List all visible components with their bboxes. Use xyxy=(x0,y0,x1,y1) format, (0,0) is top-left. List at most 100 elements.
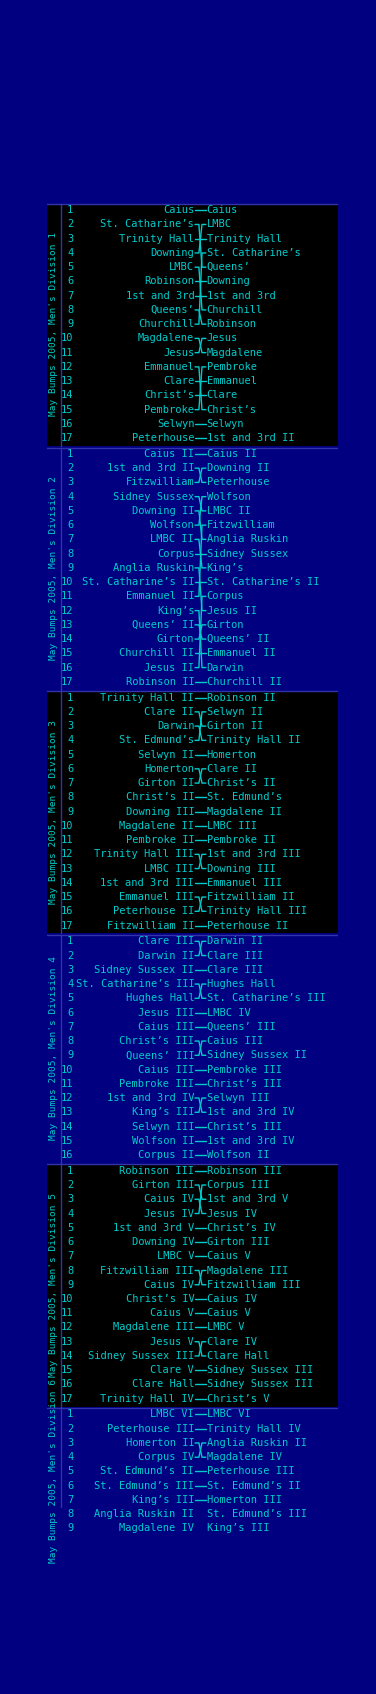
Text: 15: 15 xyxy=(61,1135,73,1145)
Text: Trinity Hall: Trinity Hall xyxy=(207,234,282,244)
Text: Caius IV: Caius IV xyxy=(144,1279,194,1289)
Text: Pembroke: Pembroke xyxy=(207,363,257,373)
Text: 13: 13 xyxy=(61,1108,73,1118)
Text: Sidney Sussex III: Sidney Sussex III xyxy=(88,1352,194,1360)
Text: St. Catharine’s II: St. Catharine’s II xyxy=(82,578,194,588)
Text: Sidney Sussex III: Sidney Sussex III xyxy=(207,1365,313,1376)
Text: LMBC: LMBC xyxy=(207,220,232,229)
Text: 3: 3 xyxy=(67,722,73,732)
Text: Robinson: Robinson xyxy=(144,276,194,286)
Text: King’s: King’s xyxy=(157,606,194,615)
Text: May Bumps 2005, Men's Division 4: May Bumps 2005, Men's Division 4 xyxy=(50,955,59,1140)
Text: Caius IV: Caius IV xyxy=(144,1194,194,1204)
Text: Clare II: Clare II xyxy=(207,764,257,774)
Text: Anglia Ruskin: Anglia Ruskin xyxy=(113,562,194,573)
Text: 7: 7 xyxy=(67,778,73,788)
Text: 11: 11 xyxy=(61,1308,73,1318)
Text: Caius IV: Caius IV xyxy=(207,1294,257,1304)
Text: Darwin II: Darwin II xyxy=(138,950,194,960)
Text: 10: 10 xyxy=(61,1064,73,1074)
Text: Magdalene II: Magdalene II xyxy=(119,822,194,830)
Text: Pembroke: Pembroke xyxy=(144,405,194,415)
Text: 1st and 3rd III: 1st and 3rd III xyxy=(207,849,300,859)
Text: Emmanuel II: Emmanuel II xyxy=(126,591,194,601)
Text: 8: 8 xyxy=(67,1037,73,1045)
Text: Downing II: Downing II xyxy=(132,507,194,517)
Bar xyxy=(47,447,338,689)
Text: Downing III: Downing III xyxy=(126,806,194,817)
Text: 2: 2 xyxy=(67,462,73,473)
Text: Darwin II: Darwin II xyxy=(207,937,263,947)
Text: 2: 2 xyxy=(67,1423,73,1433)
Text: 12: 12 xyxy=(61,1323,73,1333)
Text: 9: 9 xyxy=(67,1279,73,1289)
Text: Selwyn II: Selwyn II xyxy=(138,750,194,759)
Text: Girton: Girton xyxy=(207,620,244,630)
Text: Queens’ III: Queens’ III xyxy=(207,1021,275,1032)
Text: St. Catharine’s III: St. Catharine’s III xyxy=(207,993,325,1003)
Text: Girton II: Girton II xyxy=(138,778,194,788)
Text: Magdalene IV: Magdalene IV xyxy=(207,1452,282,1462)
Text: Pembroke III: Pembroke III xyxy=(119,1079,194,1089)
Text: 3: 3 xyxy=(67,1438,73,1448)
Text: Christ’s: Christ’s xyxy=(144,390,194,400)
Text: 1st and 3rd V: 1st and 3rd V xyxy=(113,1223,194,1233)
Text: 4: 4 xyxy=(67,979,73,989)
Text: Fitzwilliam III: Fitzwilliam III xyxy=(207,1279,300,1289)
Text: 1: 1 xyxy=(67,693,73,703)
Bar xyxy=(47,691,338,933)
Text: Pembroke II: Pembroke II xyxy=(126,835,194,845)
Text: 15: 15 xyxy=(61,1365,73,1376)
Text: 7: 7 xyxy=(67,1252,73,1262)
Text: 2: 2 xyxy=(67,1181,73,1189)
Text: Pembroke III: Pembroke III xyxy=(207,1064,282,1074)
Text: LMBC VI: LMBC VI xyxy=(207,1409,250,1420)
Text: Downing III: Downing III xyxy=(207,864,275,874)
Text: Anglia Ruskin: Anglia Ruskin xyxy=(207,534,288,544)
Text: LMBC V: LMBC V xyxy=(157,1252,194,1262)
Bar xyxy=(47,1408,338,1536)
Text: 9: 9 xyxy=(67,1050,73,1060)
Text: Peterhouse: Peterhouse xyxy=(207,478,269,488)
Text: LMBC II: LMBC II xyxy=(150,534,194,544)
Text: Downing: Downing xyxy=(150,247,194,257)
Text: Wolfson II: Wolfson II xyxy=(132,1135,194,1145)
Text: 16: 16 xyxy=(61,1379,73,1389)
Text: Caius III: Caius III xyxy=(138,1021,194,1032)
Text: Magdalene III: Magdalene III xyxy=(207,1265,288,1276)
Text: May Bumps 2005, Men's Division 1: May Bumps 2005, Men's Division 1 xyxy=(50,232,59,417)
Text: May Bumps 2005, Men's Division 3: May Bumps 2005, Men's Division 3 xyxy=(50,720,59,903)
Text: Jesus II: Jesus II xyxy=(144,662,194,673)
Text: St. Edmund’s II: St. Edmund’s II xyxy=(207,1481,300,1491)
Text: 1: 1 xyxy=(67,449,73,459)
Text: LMBC III: LMBC III xyxy=(144,864,194,874)
Text: Wolfson: Wolfson xyxy=(150,520,194,530)
Text: Homerton: Homerton xyxy=(144,764,194,774)
Text: Christ’s II: Christ’s II xyxy=(126,793,194,803)
Text: Wolfson II: Wolfson II xyxy=(207,1150,269,1160)
Text: 4: 4 xyxy=(67,247,73,257)
Text: 17: 17 xyxy=(61,1394,73,1404)
Text: Anglia Ruskin II: Anglia Ruskin II xyxy=(207,1438,307,1448)
Text: Homerton II: Homerton II xyxy=(126,1438,194,1448)
Text: Jesus IV: Jesus IV xyxy=(144,1208,194,1218)
Bar xyxy=(47,1164,338,1406)
Text: 1st and 3rd IV: 1st and 3rd IV xyxy=(207,1135,294,1145)
Text: 6: 6 xyxy=(67,1237,73,1247)
Text: Sidney Sussex III: Sidney Sussex III xyxy=(207,1379,313,1389)
Text: 1st and 3rd: 1st and 3rd xyxy=(126,291,194,300)
Text: Homerton: Homerton xyxy=(207,750,257,759)
Text: Homerton III: Homerton III xyxy=(207,1496,282,1504)
Text: 11: 11 xyxy=(61,591,73,601)
Text: Peterhouse II: Peterhouse II xyxy=(207,920,288,930)
Text: Queens’: Queens’ xyxy=(150,305,194,315)
Text: Magdalene III: Magdalene III xyxy=(113,1323,194,1333)
Text: Downing: Downing xyxy=(207,276,250,286)
Text: Caius III: Caius III xyxy=(138,1064,194,1074)
Text: St. Edmund’s: St. Edmund’s xyxy=(207,793,282,803)
Text: 13: 13 xyxy=(61,620,73,630)
Text: Darwin: Darwin xyxy=(207,662,244,673)
Text: Corpus II: Corpus II xyxy=(138,1150,194,1160)
Text: Selwyn: Selwyn xyxy=(157,418,194,429)
Text: Corpus: Corpus xyxy=(207,591,244,601)
